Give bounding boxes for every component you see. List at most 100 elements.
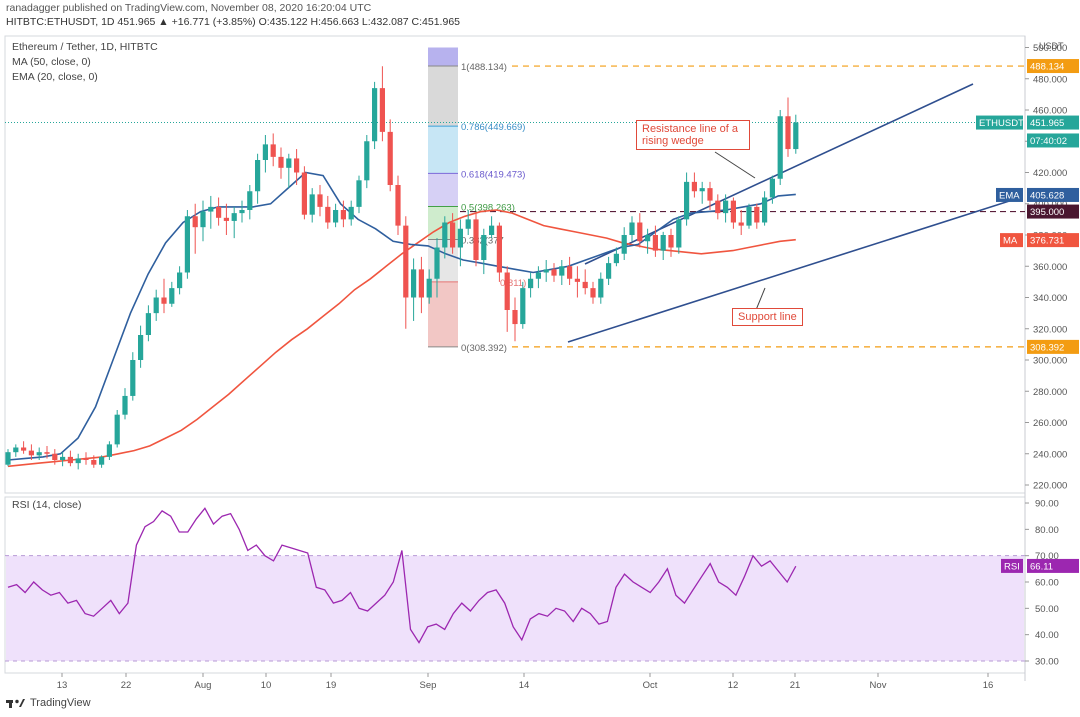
- time-tick-label: Oct: [643, 680, 658, 691]
- support-trendline: [567, 196, 1023, 343]
- candle-body: [161, 297, 167, 304]
- price-tick-label: 460.000: [1033, 106, 1067, 117]
- candle-body: [403, 225, 409, 298]
- candle-body: [418, 269, 424, 298]
- symbol-ohlc-line: HITBTC:ETHUSDT, 1D 451.965 ▲ +16.771 (+3…: [6, 16, 460, 28]
- tag-rsi-label: RSI: [1004, 561, 1020, 572]
- tag-ema-label: EMA: [999, 190, 1020, 201]
- price-tick-label: 240.000: [1033, 449, 1067, 460]
- candle-body: [676, 219, 682, 248]
- candle-body: [691, 181, 697, 192]
- candle-body: [496, 225, 502, 273]
- price-tick-label: 320.000: [1033, 324, 1067, 335]
- price-tick-label: 360.000: [1033, 262, 1067, 273]
- footer-brand-label: TradingView: [30, 697, 91, 709]
- candle-body: [309, 194, 315, 215]
- tag-ma-label: MA: [1003, 236, 1018, 247]
- time-tick-label: Aug: [195, 680, 212, 691]
- candle-body: [707, 188, 713, 201]
- time-tick-label: 10: [261, 680, 272, 691]
- legend-rsi: RSI (14, close): [12, 499, 82, 511]
- candle-body: [551, 269, 557, 276]
- tag-ma-label-bg: [1000, 233, 1023, 248]
- candle-body: [60, 456, 66, 460]
- candle-body: [356, 180, 362, 207]
- tag-last-price-bg: [1027, 115, 1079, 130]
- tag-top-line-bg: [1027, 59, 1079, 74]
- candle-body: [606, 263, 612, 279]
- time-tick-label: 22: [121, 680, 132, 691]
- candle-body: [723, 200, 729, 214]
- candle-body: [730, 200, 736, 223]
- candle-body: [192, 216, 198, 228]
- candle-body: [590, 288, 596, 298]
- fib-zone-1: [428, 66, 458, 127]
- candle-body: [52, 453, 58, 460]
- candle-body: [598, 278, 604, 298]
- candle-body: [746, 206, 752, 226]
- candle-body: [457, 228, 463, 248]
- candle-body: [231, 213, 237, 221]
- candle-body: [512, 310, 518, 325]
- candle-body: [333, 210, 339, 223]
- rsi-tick-label: 40.00: [1035, 630, 1059, 641]
- time-tick-label: 19: [326, 680, 337, 691]
- fib-zone-0786: [428, 126, 458, 174]
- price-tick-label: 500.000: [1033, 43, 1067, 54]
- rsi-tick-label: 30.00: [1035, 657, 1059, 668]
- fib-top-band: [428, 47, 458, 71]
- time-tick-label: Sep: [420, 680, 437, 691]
- tag-countdown-bg: [1027, 133, 1079, 148]
- candle-body: [262, 144, 268, 160]
- candle-body: [442, 222, 448, 248]
- candle-body: [21, 447, 27, 451]
- candle-body: [247, 191, 253, 210]
- candle-body: [122, 395, 128, 415]
- candle-body: [769, 178, 775, 198]
- candle-body: [652, 235, 658, 251]
- candle-body: [216, 206, 222, 218]
- rsi-band: [6, 555, 1024, 661]
- candle-body: [621, 235, 627, 254]
- candle-body: [177, 272, 183, 289]
- candle-body: [340, 210, 346, 220]
- candle-body: [372, 88, 378, 142]
- tag-bottom-line-bg: [1027, 339, 1079, 354]
- tag-ema-value-bg: [1027, 187, 1079, 202]
- candle-body: [200, 211, 206, 228]
- tag-ema-value: 405.628: [1030, 190, 1064, 201]
- candle-body: [535, 272, 541, 279]
- candle-body: [450, 222, 456, 248]
- candle-body: [395, 185, 401, 226]
- rsi-tick-label: 90.00: [1035, 499, 1059, 510]
- price-tick-label: 340.000: [1033, 293, 1067, 304]
- price-tick-label: 260.000: [1033, 418, 1067, 429]
- candle-body: [67, 456, 73, 464]
- candle-body: [754, 206, 760, 223]
- candle-body: [762, 197, 768, 223]
- footer-brand[interactable]: TradingView: [6, 697, 91, 709]
- candle-body: [130, 360, 136, 396]
- candle-body: [278, 156, 284, 168]
- candle-body: [301, 172, 307, 215]
- candle-body: [528, 278, 534, 289]
- candle-body: [738, 222, 744, 226]
- tag-rsi-value-bg: [1027, 558, 1079, 573]
- tag-last-price: 451.965: [1030, 118, 1064, 129]
- time-tick-label: 14: [519, 680, 530, 691]
- legend-ema: EMA (20, close, 0): [12, 71, 98, 83]
- fib-label-1: 1(488.134): [461, 62, 507, 73]
- candle-body: [473, 219, 479, 260]
- tag-level-395-bg: [1027, 204, 1079, 219]
- candle-body: [294, 158, 300, 173]
- candle-body: [434, 247, 440, 279]
- support-annotation: Support line: [732, 308, 803, 326]
- candle-body: [574, 278, 580, 282]
- candle-body: [153, 297, 159, 314]
- candle-body: [660, 235, 666, 251]
- fib-label-0786: 0.786(449.669): [461, 122, 525, 133]
- candle-body: [145, 313, 151, 335]
- price-pane: [4, 35, 1026, 494]
- price-tick-label: 480.000: [1033, 74, 1067, 85]
